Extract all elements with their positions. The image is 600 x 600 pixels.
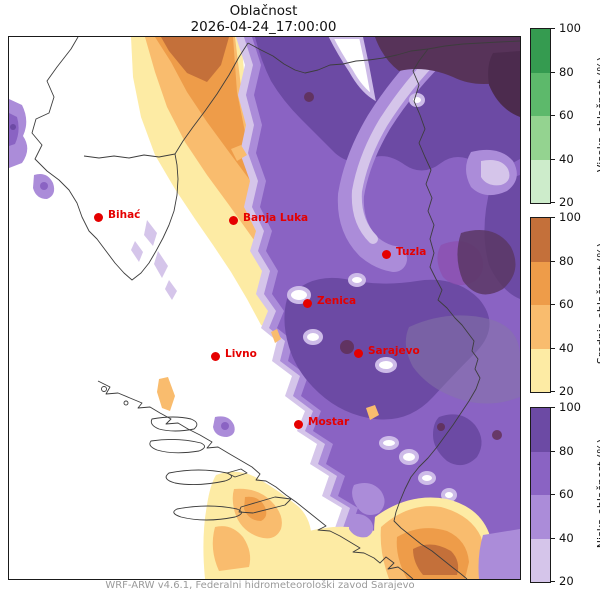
city-label: Banja Luka — [243, 212, 309, 224]
colorbar-high-cloud: 100 80 60 40 20 Visoka oblačnost (%) — [530, 21, 600, 209]
cbar-axis-label: Visoka oblačnost (%) — [593, 28, 600, 202]
cbar-segment — [531, 261, 550, 305]
cbar-tick-mark — [551, 202, 555, 204]
cbar-tick-mark — [551, 347, 555, 349]
cbar-segment — [531, 218, 550, 262]
cbar-tick-label: 40 — [559, 530, 574, 545]
cbar-tick-label: 100 — [559, 21, 581, 35]
cbar-tick-label: 80 — [559, 443, 574, 458]
clear-sky-holes — [287, 37, 457, 502]
cbar-segment — [531, 116, 550, 160]
cbar-segment — [531, 495, 550, 539]
cbar-tick-label: 20 — [559, 384, 574, 398]
city-label: Mostar — [308, 416, 350, 428]
cbar-tick-mark — [551, 71, 555, 73]
cbar-segment — [531, 72, 550, 116]
cbar-tick-label: 40 — [559, 340, 574, 355]
country-borders — [31, 37, 520, 579]
colorbar-high-cloud-scale — [530, 28, 551, 204]
cbar-segment — [531, 408, 550, 452]
cbar-segment — [531, 159, 550, 203]
cbar-axis-label-text: Niska oblačnost (%) — [594, 439, 600, 549]
city-label: Sarajevo — [368, 345, 420, 357]
map-title: Oblačnost — [229, 3, 298, 19]
colorbar-mid-cloud: 100 80 60 40 20 Srednja oblačnost (%) — [530, 210, 600, 398]
cbar-tick-mark — [551, 537, 555, 539]
city-dot — [93, 212, 103, 222]
cbar-axis-label-text: Srednja oblačnost (%) — [594, 243, 600, 365]
cbar-tick-mark — [551, 391, 555, 393]
city-label: Zenica — [317, 295, 357, 307]
city-label: Bihać — [108, 209, 141, 221]
cbar-tick-mark — [551, 28, 555, 30]
map-canvas: Bihać Banja Luka Tuzla Zenica Livno Sarajevo M… — [8, 36, 521, 580]
model-attribution: WRF-ARW v4.6.1, Federalni hidrometeorolo… — [105, 580, 415, 591]
cbar-tick-mark — [551, 450, 555, 452]
cbar-tick-label: 100 — [559, 210, 581, 224]
cbar-segment — [531, 348, 550, 392]
cbar-tick-mark — [551, 158, 555, 160]
city-label: Tuzla — [396, 246, 427, 258]
colorbar-low-cloud: 100 80 60 40 20 Niska oblačnost (%) — [530, 400, 600, 588]
cbar-tick-mark — [551, 115, 555, 117]
cbar-axis-label-text: Visoka oblačnost (%) — [594, 57, 600, 173]
city-dot — [228, 215, 238, 225]
cbar-tick-label: 80 — [559, 253, 574, 268]
cbar-tick-mark — [551, 494, 555, 496]
city-label: Livno — [225, 348, 257, 360]
cbar-tick-label: 100 — [559, 400, 581, 414]
city-dot — [210, 351, 220, 361]
overlap-dark-patches — [304, 37, 520, 440]
cbar-tick-label: 60 — [559, 108, 574, 122]
cbar-segment — [531, 538, 550, 582]
cbar-segment — [531, 29, 550, 73]
map-timestamp: 2026-04-24_17:00:00 — [190, 19, 337, 35]
city-dot — [293, 419, 303, 429]
cbar-tick-mark — [551, 260, 555, 262]
cbar-tick-mark — [551, 217, 555, 219]
cbar-tick-label: 20 — [559, 195, 574, 209]
plot-title: Oblačnost 2026-04-24_17:00:00 — [0, 3, 527, 35]
cloud-contour-map — [9, 37, 520, 579]
cbar-tick-mark — [551, 407, 555, 409]
city-dot — [302, 298, 312, 308]
cbar-tick-mark — [551, 304, 555, 306]
cbar-segment — [531, 451, 550, 495]
cbar-tick-label: 60 — [559, 297, 574, 311]
cbar-tick-label: 20 — [559, 574, 574, 588]
colorbar-low-cloud-scale — [530, 407, 551, 583]
low-cloud-west-patches — [9, 99, 385, 538]
city-dot — [353, 348, 363, 358]
city-markers-layer: Bihać Banja Luka Tuzla Zenica Livno Sarajevo M… — [9, 37, 520, 579]
cbar-axis-label: Srednja oblačnost (%) — [593, 217, 600, 391]
cbar-tick-mark — [551, 581, 555, 583]
cbar-tick-label: 60 — [559, 487, 574, 501]
city-dot — [381, 249, 391, 259]
cbar-axis-label: Niska oblačnost (%) — [593, 407, 600, 581]
cbar-tick-label: 80 — [559, 64, 574, 79]
cbar-segment — [531, 305, 550, 349]
cbar-tick-label: 40 — [559, 151, 574, 166]
colorbar-mid-cloud-scale — [530, 217, 551, 393]
